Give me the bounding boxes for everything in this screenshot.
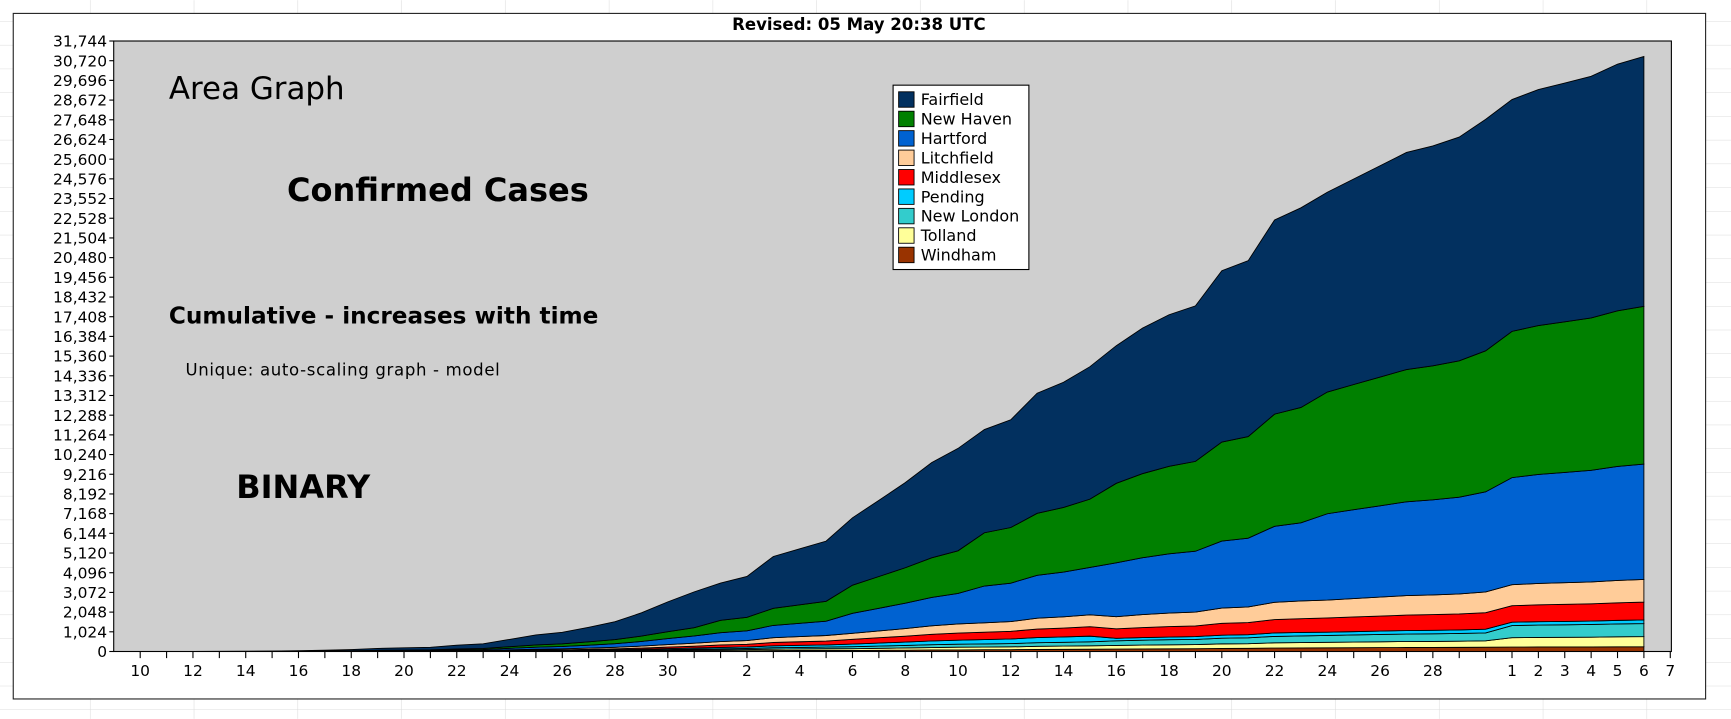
annotation: Area Graph — [169, 71, 345, 107]
y-tick-label: 14,336 — [53, 367, 107, 385]
x-tick-label: 6 — [1639, 662, 1649, 680]
legend-swatch — [898, 130, 915, 147]
y-tick-label: 10,240 — [53, 446, 107, 464]
y-tick-label: 9,216 — [63, 466, 107, 484]
x-tick-label: 28 — [605, 662, 625, 680]
y-tick-label: 15,360 — [53, 348, 107, 366]
y-tick-label: 17,408 — [53, 308, 107, 326]
x-tick-label: 10 — [948, 662, 968, 680]
legend-label: Middlesex — [921, 168, 1001, 187]
x-tick-label: 4 — [795, 662, 805, 680]
legend-box — [892, 84, 1030, 271]
legend-swatch — [898, 91, 915, 108]
x-tick-label: 16 — [1106, 662, 1126, 680]
y-tick-label: 7,168 — [63, 505, 107, 523]
area — [139, 55, 1645, 652]
x-tick-label: 22 — [1265, 662, 1285, 680]
x-tick-label: 2 — [742, 662, 752, 680]
y-tick-label: 26,624 — [53, 131, 107, 149]
x-tick-label: 6 — [848, 662, 858, 680]
legend-label: New London — [921, 207, 1020, 226]
y-tick-label: 27,648 — [53, 111, 107, 129]
annotation: Unique: auto-scaling graph - model — [185, 361, 500, 380]
legend-swatch — [898, 149, 915, 166]
x-tick-label: 20 — [394, 662, 414, 680]
y-tick-label: 8,192 — [63, 486, 107, 504]
x-tick-label: 24 — [1318, 662, 1338, 680]
y-tick-label: 23,552 — [53, 190, 107, 208]
legend-swatch — [898, 207, 915, 225]
x-tick-label: 30 — [658, 662, 678, 680]
x-tick-label: 2 — [1533, 662, 1543, 680]
legend-label: Windham — [921, 246, 997, 265]
x-tick-label: 7 — [1665, 662, 1675, 680]
y-tick-label: 29,696 — [53, 72, 107, 90]
x-tick-label: 14 — [236, 662, 256, 680]
y-tick-label: 24,576 — [53, 170, 107, 188]
legend-label: New Haven — [921, 110, 1012, 129]
legend-label: Hartford — [921, 129, 988, 148]
x-tick-label: 24 — [500, 662, 520, 680]
y-tick-label: 12,288 — [53, 407, 107, 425]
legend-label: Tolland — [920, 226, 977, 245]
y-tick-label: 31,744 — [53, 33, 107, 51]
legend-label: Litchfield — [921, 148, 994, 167]
legend-label: Pending — [921, 187, 985, 206]
y-tick-label: 19,456 — [53, 269, 107, 287]
y-tick-label: 1,024 — [63, 623, 107, 641]
x-tick-label: 10 — [130, 662, 150, 680]
x-tick-label: 4 — [1586, 662, 1596, 680]
y-tick-label: 20,480 — [53, 249, 107, 267]
y-tick-label: 3,072 — [63, 584, 107, 602]
y-tick-label: 30,720 — [53, 52, 107, 70]
legend-swatch — [898, 188, 915, 205]
x-tick-label: 12 — [1001, 662, 1021, 680]
y-tick-label: 11,264 — [53, 426, 107, 444]
x-tick-label: 12 — [183, 662, 203, 680]
areas — [139, 55, 1645, 652]
y-tick-label: 25,600 — [53, 151, 107, 169]
y-tick-label: 21,504 — [53, 230, 107, 248]
annotation: BINARY — [236, 468, 371, 506]
x-tick-label: 18 — [341, 662, 361, 680]
y-tick-label: 18,432 — [53, 289, 107, 307]
x-tick-label: 28 — [1423, 662, 1443, 680]
y-tick-label: 0 — [97, 643, 107, 661]
y-tick-label: 6,144 — [63, 525, 107, 543]
annotation: Confirmed Cases — [287, 171, 589, 209]
y-tick-label: 2,048 — [63, 604, 107, 622]
x-tick-label: 26 — [1370, 662, 1390, 680]
x-tick-label: 3 — [1560, 662, 1570, 680]
chart-title: Revised: 05 May 20:38 UTC — [732, 15, 985, 34]
x-tick-label: 16 — [289, 662, 309, 680]
y-tick-label: 4,096 — [63, 564, 107, 582]
legend-swatch — [898, 169, 915, 186]
y-tick-label: 28,672 — [53, 92, 107, 110]
legend-swatch — [898, 110, 915, 128]
legend-swatch — [898, 227, 915, 244]
legend-swatch — [898, 246, 915, 264]
plot-border — [113, 40, 1672, 653]
y-tick-label: 13,312 — [53, 387, 107, 405]
x-tick-label: 20 — [1212, 662, 1232, 680]
x-tick-label: 8 — [900, 662, 910, 680]
x-tick-label: 18 — [1159, 662, 1179, 680]
annotation: Cumulative - increases with time — [169, 302, 599, 329]
x-tick-label: 14 — [1054, 662, 1074, 680]
x-tick-label: 22 — [447, 662, 467, 680]
y-tick-label: 5,120 — [63, 545, 107, 563]
legend-label: Fairfield — [921, 90, 984, 109]
x-tick-label: 1 — [1507, 662, 1517, 680]
x-tick-label: 26 — [552, 662, 572, 680]
y-tick-label: 22,528 — [53, 210, 107, 228]
y-tick-label: 16,384 — [53, 328, 107, 346]
x-tick-label: 5 — [1613, 662, 1623, 680]
